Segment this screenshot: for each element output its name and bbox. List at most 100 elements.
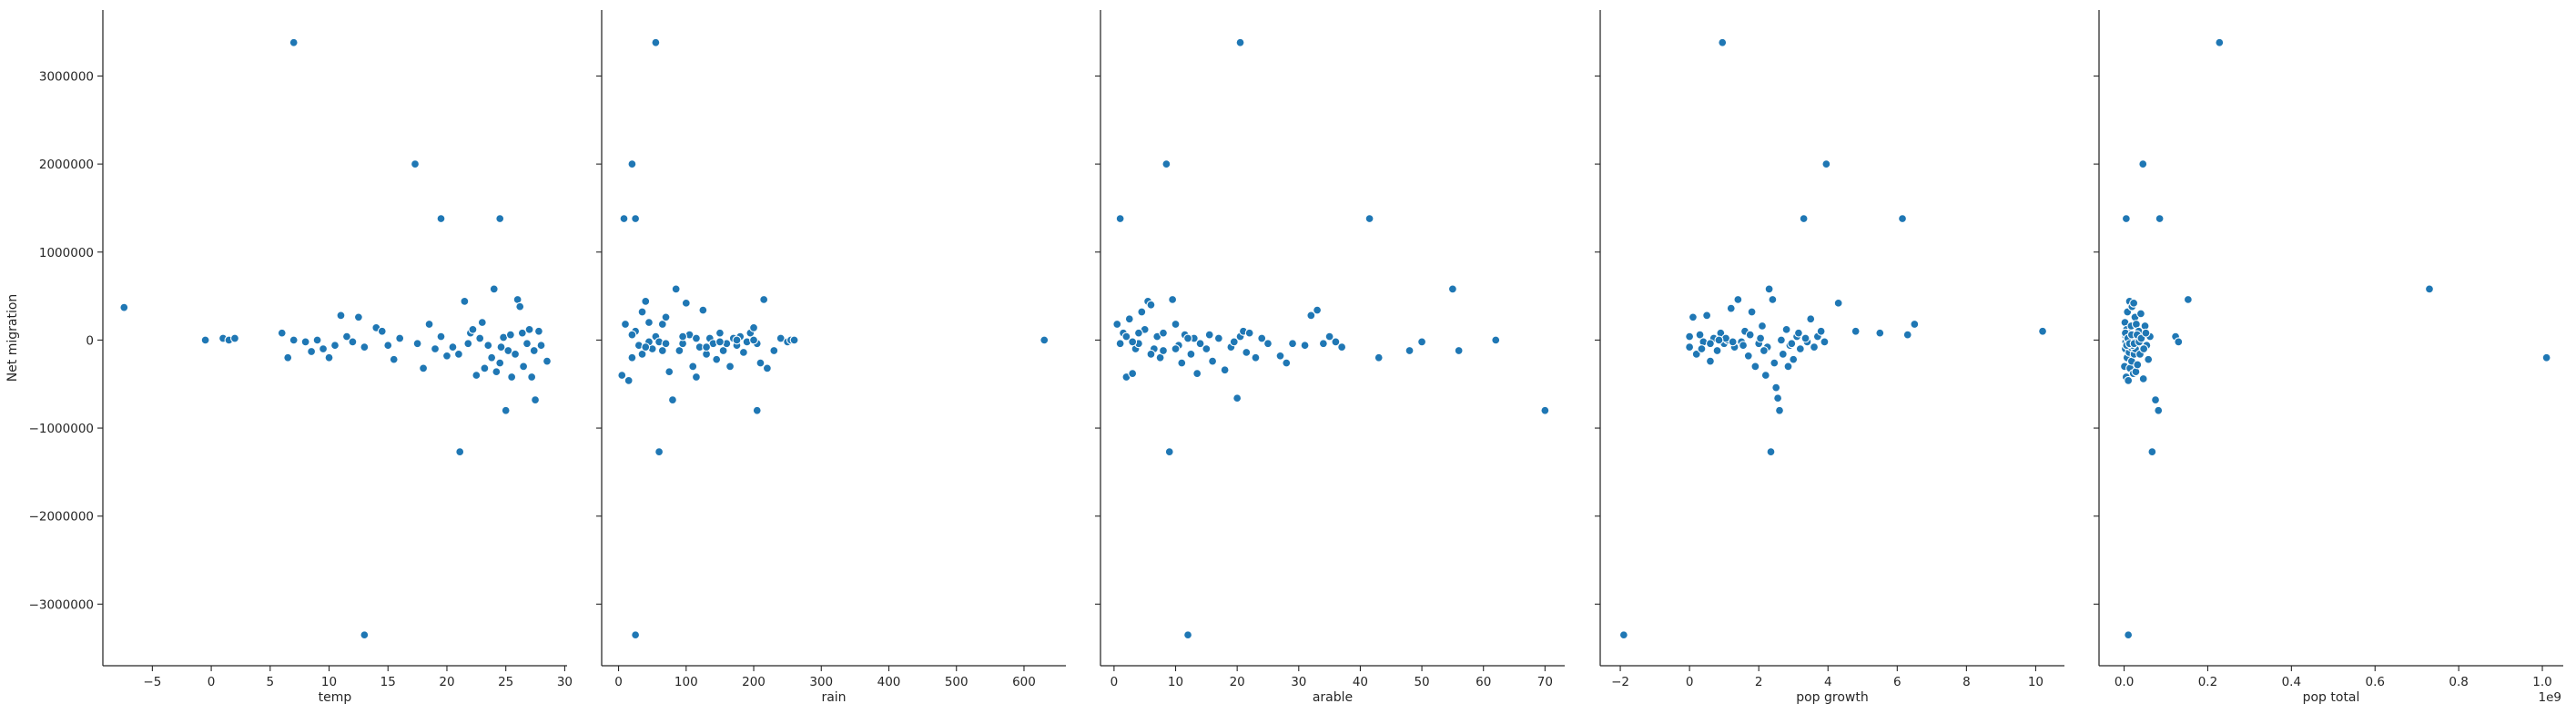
data-point [1171, 344, 1181, 354]
data-point [496, 342, 506, 352]
x-tick-label: 1.0 [2532, 675, 2551, 689]
data-point [1776, 335, 1786, 345]
data-point [527, 372, 537, 382]
x-tick-label: −2 [1611, 675, 1629, 689]
data-point [667, 395, 677, 405]
data-point [1313, 305, 1323, 315]
data-point [1186, 349, 1196, 359]
data-point [468, 324, 478, 334]
data-point [1800, 333, 1810, 343]
data-point [2174, 337, 2184, 347]
data-point [1417, 337, 1427, 347]
data-point [1115, 214, 1125, 223]
data-point [1195, 339, 1205, 349]
x-axis-label: rain [821, 690, 846, 705]
data-point [1324, 332, 1334, 342]
data-point [1300, 341, 1310, 351]
data-point [752, 405, 762, 415]
data-point [1204, 330, 1214, 340]
data-point [1768, 295, 1778, 304]
data-point [2138, 159, 2148, 169]
data-point [769, 346, 779, 355]
data-point [674, 346, 685, 355]
data-point [1288, 339, 1297, 349]
data-point [681, 298, 691, 308]
data-point [1902, 330, 1912, 340]
data-point [1128, 369, 1138, 379]
y-tick-label: 0 [86, 333, 94, 348]
data-point [1331, 337, 1341, 347]
x-tick-label: 10 [2028, 675, 2044, 689]
data-point [2147, 447, 2157, 457]
x-tick-label: 60 [1476, 675, 1491, 689]
data-point [2124, 375, 2134, 385]
data-point [624, 375, 634, 385]
x-tick-label: 30 [557, 675, 573, 689]
data-point [436, 332, 446, 342]
data-point [1764, 284, 1774, 294]
x-tick-label: 20 [1230, 675, 1245, 689]
data-point [522, 339, 532, 349]
data-point [1168, 295, 1178, 304]
x-tick-label: 10 [321, 675, 337, 689]
data-point [725, 362, 735, 372]
data-point [749, 322, 758, 332]
data-point [463, 339, 473, 349]
data-point [1161, 159, 1171, 169]
data-point [1121, 332, 1131, 342]
data-point [759, 295, 769, 304]
data-point [762, 363, 772, 373]
data-point [631, 214, 641, 223]
data-point [1364, 214, 1374, 223]
data-point [1691, 349, 1701, 359]
y-tick-label: 1000000 [39, 246, 94, 260]
x-tick-label: 100 [674, 675, 698, 689]
data-point [654, 447, 664, 457]
data-point [1685, 332, 1695, 342]
data-point [312, 335, 322, 345]
data-point [492, 367, 502, 377]
data-point [1773, 393, 1783, 403]
data-point [1806, 314, 1816, 324]
data-point [1810, 342, 1819, 352]
x-tick-label: 15 [380, 675, 396, 689]
data-point [1220, 365, 1230, 375]
data-point [1739, 341, 1749, 351]
data-point [2139, 344, 2149, 354]
data-point [1183, 333, 1192, 343]
data-point [536, 341, 546, 351]
data-point [2155, 214, 2165, 223]
data-point [1898, 214, 1907, 223]
data-point [419, 363, 429, 373]
x-tick-label: 0.2 [2198, 675, 2217, 689]
x-tick-label: 70 [1537, 675, 1553, 689]
data-point [529, 346, 539, 355]
data-point [515, 301, 525, 311]
x-tick-label: 4 [1824, 675, 1832, 689]
y-axis-label: Net migration [5, 294, 20, 382]
data-point [1235, 37, 1245, 47]
data-point [1712, 346, 1722, 355]
data-point [2151, 395, 2160, 405]
data-point [360, 342, 370, 352]
data-point [1760, 371, 1770, 381]
data-point [1695, 330, 1705, 340]
x-tick-label: 50 [1414, 675, 1429, 689]
data-point [1374, 352, 1384, 362]
data-point [1799, 214, 1809, 223]
panel-pop-total: 0.0 0.2 0.4 0.6 0.8 1.0 pop total 1e9 [2094, 10, 2563, 705]
data-point [353, 312, 363, 322]
data-point [2144, 354, 2154, 364]
x-tick-label: 0 [1686, 675, 1694, 689]
data-point [319, 344, 329, 354]
data-point [1833, 298, 1843, 308]
data-point [651, 37, 661, 47]
data-point [1124, 314, 1134, 324]
data-point [688, 362, 698, 372]
data-point [307, 347, 317, 356]
data-point [453, 349, 463, 359]
data-point [431, 344, 440, 354]
data-point [1128, 337, 1138, 347]
data-point [641, 296, 651, 306]
data-point [2133, 360, 2143, 370]
